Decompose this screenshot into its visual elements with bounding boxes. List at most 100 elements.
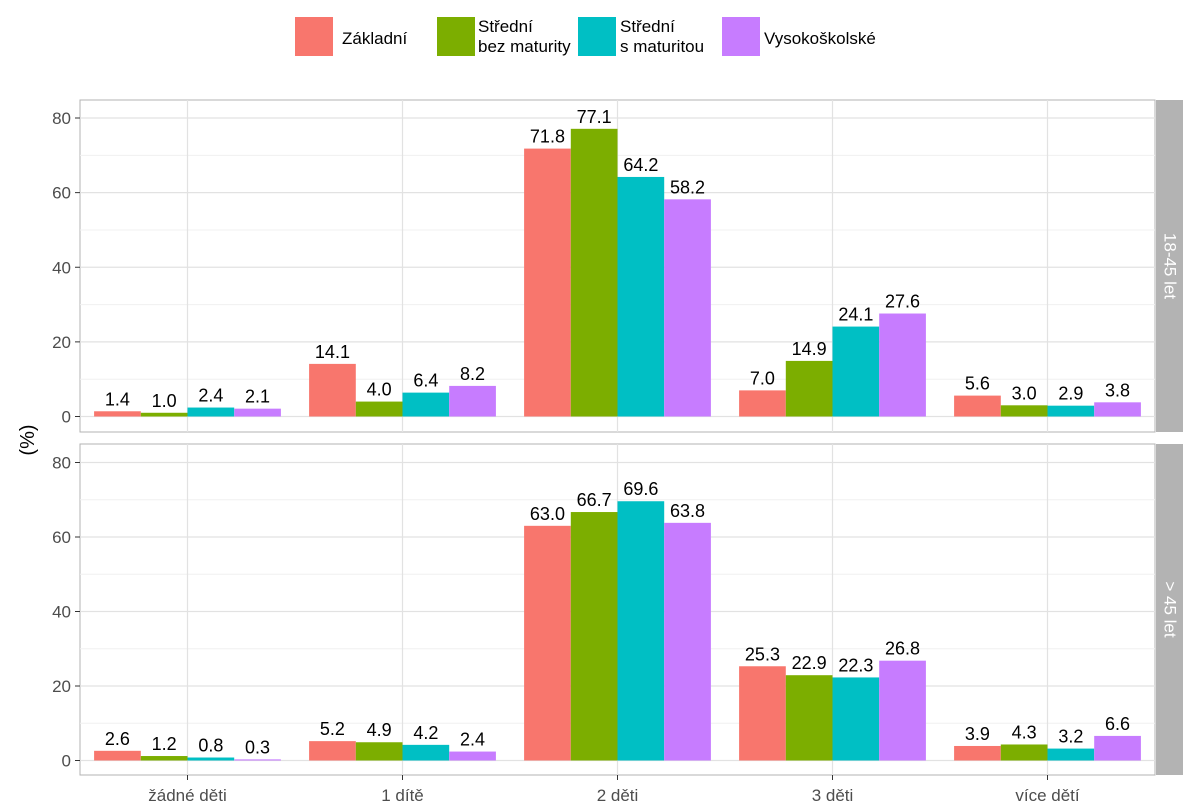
bar	[832, 326, 880, 417]
bar	[739, 390, 786, 417]
bar-value-label: 4.0	[367, 380, 392, 400]
bar	[1000, 744, 1048, 761]
bar	[449, 751, 496, 761]
panel-1: 0 20 40 60 80 1.4 14.1 71.8 7.0 5.6 1.0 4.0 77.1 14.9…	[52, 99, 1183, 433]
bar-value-label: 14.9	[792, 339, 827, 359]
bar-value-label: 4.3	[1012, 722, 1037, 742]
x-tick-label: více dětí	[1015, 786, 1080, 805]
bar	[664, 199, 711, 417]
bar	[879, 313, 926, 417]
facet-strip-label: > 45 let	[1161, 581, 1180, 638]
bar-value-label: 25.3	[745, 644, 780, 664]
bar-value-label: 6.4	[413, 371, 438, 391]
y-tick-label: 40	[52, 258, 71, 277]
bar-value-label: 24.1	[838, 305, 873, 325]
bar	[524, 148, 571, 417]
bar	[234, 408, 281, 417]
bar-value-label: 5.2	[320, 719, 345, 739]
y-tick-label: 0	[62, 408, 71, 427]
bar-value-label: 2.1	[245, 387, 270, 407]
bar	[234, 759, 281, 761]
bar-value-label: 66.7	[577, 490, 612, 510]
bar	[355, 401, 403, 417]
bar	[570, 512, 618, 761]
bar-value-label: 3.2	[1058, 727, 1083, 747]
y-tick-label: 20	[52, 677, 71, 696]
bar-value-label: 3.8	[1105, 380, 1130, 400]
facet-strip	[1156, 444, 1183, 775]
legend-item: Základní	[295, 17, 407, 56]
bar-value-label: 77.1	[577, 107, 612, 127]
y-tick-label: 0	[62, 752, 71, 771]
bar	[617, 176, 665, 417]
bar	[94, 750, 141, 761]
y-tick-label: 80	[52, 454, 71, 473]
bar	[570, 128, 618, 417]
bar-value-label: 2.4	[460, 730, 485, 750]
bar-value-label: 8.2	[460, 364, 485, 384]
bar-value-label: 3.0	[1012, 383, 1037, 403]
legend-swatch	[578, 17, 616, 56]
legend-label-line: Střední	[478, 17, 533, 36]
y-tick-label: 80	[52, 109, 71, 128]
bar	[1047, 748, 1095, 761]
y-tick-label: 40	[52, 603, 71, 622]
bar	[355, 742, 403, 761]
facet-strip-label: 18-45 let	[1161, 233, 1180, 299]
y-tick-label: 60	[52, 184, 71, 203]
bar	[832, 677, 880, 761]
y-axis-label: (%)	[17, 424, 39, 455]
panel-2: 0 20 40 60 80 2.6 5.2 63.0 25.3 3.9 1.2 4.9 66.7 22.9…	[52, 443, 1183, 776]
bar	[449, 385, 496, 417]
y-tick-label: 20	[52, 333, 71, 352]
bar	[187, 757, 235, 761]
bar-value-label: 63.0	[530, 504, 565, 524]
legend-label-line: s maturitou	[620, 37, 704, 56]
bar	[785, 675, 833, 761]
x-tick-label: žádné děti	[148, 786, 226, 805]
facet-strip	[1156, 100, 1183, 432]
bar	[1094, 735, 1141, 761]
bar-value-label: 7.0	[750, 368, 775, 388]
bar-value-label: 63.8	[670, 501, 705, 521]
legend-swatch	[437, 17, 475, 56]
bar-value-label: 1.2	[152, 734, 177, 754]
bar-value-label: 1.0	[152, 391, 177, 411]
bar-value-label: 71.8	[530, 127, 565, 147]
bar	[187, 407, 235, 417]
bar-value-label: 1.4	[105, 389, 130, 409]
bar-value-label: 22.9	[792, 653, 827, 673]
bar	[309, 363, 356, 417]
bar	[94, 411, 141, 417]
panels: 0 20 40 60 80 1.4 14.1 71.8 7.0 5.6 1.0 4.0 77.1 14.9…	[52, 99, 1183, 776]
x-axis: žádné děti 1 dítě 2 děti 3 děti více dětí	[148, 775, 1080, 805]
bar-value-label: 2.6	[105, 729, 130, 749]
bar	[617, 501, 665, 761]
bar	[1047, 405, 1095, 417]
x-tick-label: 1 dítě	[381, 786, 424, 805]
bar-value-label: 58.2	[670, 177, 705, 197]
bar-value-label: 14.1	[315, 342, 350, 362]
y-tick-label: 60	[52, 528, 71, 547]
bar	[785, 360, 833, 417]
bar-value-label: 64.2	[623, 155, 658, 175]
legend-label-line: Střední	[620, 17, 675, 36]
bar	[664, 522, 711, 761]
bar	[402, 744, 450, 761]
bar	[739, 666, 786, 761]
bar	[309, 741, 356, 761]
bar	[402, 392, 450, 417]
bar	[140, 412, 188, 417]
legend-item: Vysokoškolské	[722, 17, 876, 56]
bar	[1094, 402, 1141, 417]
bar	[954, 395, 1001, 417]
bar-value-label: 2.4	[198, 386, 223, 406]
legend-label: Vysokoškolské	[764, 29, 876, 48]
legend-swatch	[722, 17, 760, 56]
legend-label-line: bez maturity	[478, 37, 571, 56]
bar-value-label: 0.8	[198, 736, 223, 756]
bar-value-label: 6.6	[1105, 714, 1130, 734]
